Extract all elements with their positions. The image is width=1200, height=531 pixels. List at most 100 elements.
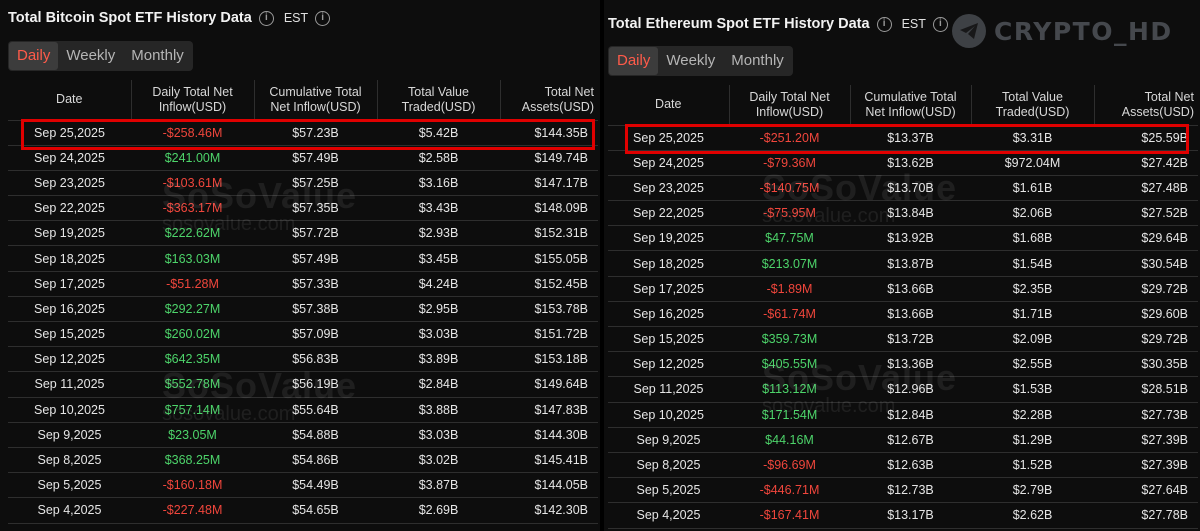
table-row[interactable]: Sep 9,2025 $44.16M $12.67B $1.29B $27.39B [608, 427, 1198, 453]
table-row[interactable]: Sep 25,2025 -$258.46M $57.23B $5.42B $144.35… [8, 120, 598, 146]
table-row[interactable]: Sep 11,2025 $552.78M $56.19B $2.84B $149.64B [8, 371, 598, 398]
daily-inflow-cell: -$446.71M [729, 477, 850, 504]
btc-tab-monthly[interactable]: Monthly [131, 47, 184, 64]
cumulative-inflow-cell: $13.87B [850, 250, 971, 277]
date-cell: Sep 9,2025 [8, 422, 131, 448]
value-traded-cell: $3.43B [377, 195, 500, 222]
date-cell: Sep 18,2025 [8, 245, 131, 272]
value-traded-cell: $3.03B [377, 422, 500, 448]
table-row[interactable]: Sep 19,2025 $47.75M $13.92B $1.68B $29.64B [608, 225, 1198, 252]
net-assets-cell: $29.72B [1094, 276, 1198, 302]
table-row[interactable]: Sep 23,2025 -$103.61M $57.25B $3.16B $147.17… [8, 170, 598, 197]
table-row[interactable]: Sep 22,2025 -$363.17M $57.35B $3.43B $148.09… [8, 195, 598, 222]
value-traded-cell: $1.29B [971, 427, 1094, 453]
btc-header-row: Date Daily Total Net Inflow(USD) Cumulat… [8, 80, 598, 121]
eth-col-date[interactable]: Date [608, 85, 730, 126]
net-assets-cell: $29.64B [1094, 225, 1198, 252]
table-row[interactable]: Sep 4,2025 -$227.48M $54.65B $2.69B $142.30B [8, 497, 598, 524]
table-row[interactable]: Sep 17,2025 -$1.89M $13.66B $2.35B $29.72B [608, 276, 1198, 302]
eth-col-value-traded[interactable]: Total Value Traded(USD) [971, 85, 1095, 126]
btc-col-cumulative-inflow[interactable]: Cumulative Total Net Inflow(USD) [254, 80, 378, 121]
btc-tab-daily[interactable]: Daily [9, 42, 59, 70]
table-row[interactable]: Sep 10,2025 $171.54M $12.84B $2.28B $27.73B [608, 402, 1198, 428]
table-row[interactable]: Sep 19,2025 $222.62M $57.72B $2.93B $152.31B [8, 220, 598, 247]
value-traded-cell: $3.87B [377, 472, 500, 499]
info-icon[interactable]: i [932, 16, 948, 32]
btc-col-daily-inflow[interactable]: Daily Total Net Inflow(USD) [131, 80, 255, 121]
cumulative-inflow-cell: $13.66B [850, 276, 971, 302]
table-row[interactable]: Sep 4,2025 -$167.41M $13.17B $2.62B $27.78B [608, 502, 1198, 529]
value-traded-cell: $3.31B [971, 125, 1094, 151]
eth-etf-panel: Total Ethereum Spot ETF History Data i E… [604, 0, 1200, 531]
btc-etf-panel: Total Bitcoin Spot ETF History Data i ES… [0, 0, 600, 531]
table-row[interactable]: Sep 5,2025 -$446.71M $12.73B $2.79B $27.64B [608, 477, 1198, 504]
info-icon[interactable]: i [258, 10, 274, 26]
table-row[interactable]: Sep 24,2025 $241.00M $57.49B $2.58B $149.74B [8, 145, 598, 171]
net-assets-cell: $152.31B [500, 220, 598, 247]
net-assets-cell: $144.30B [500, 422, 598, 448]
table-row[interactable]: Sep 12,2025 $642.35M $56.83B $3.89B $153.18B [8, 346, 598, 373]
table-row[interactable]: Sep 16,2025 -$61.74M $13.66B $1.71B $29.60B [608, 301, 1198, 328]
eth-tab-weekly[interactable]: Weekly [666, 52, 716, 69]
net-assets-cell: $27.78B [1094, 502, 1198, 529]
eth-tab-monthly[interactable]: Monthly [731, 52, 784, 69]
cumulative-inflow-cell: $13.36B [850, 351, 971, 378]
table-row[interactable]: Sep 9,2025 $23.05M $54.88B $3.03B $144.30B [8, 422, 598, 448]
table-row[interactable]: Sep 12,2025 $405.55M $13.36B $2.55B $30.35B [608, 351, 1198, 378]
cumulative-inflow-cell: $12.63B [850, 452, 971, 479]
date-cell: Sep 10,2025 [608, 402, 729, 428]
cumulative-inflow-cell: $57.33B [254, 271, 377, 297]
eth-col-cumulative-inflow[interactable]: Cumulative Total Net Inflow(USD) [850, 85, 972, 126]
net-assets-cell: $27.64B [1094, 477, 1198, 504]
date-cell: Sep 25,2025 [608, 125, 729, 151]
value-traded-cell: $2.58B [377, 145, 500, 171]
daily-inflow-cell: -$140.75M [729, 175, 850, 202]
daily-inflow-cell: $368.25M [131, 447, 254, 474]
table-row[interactable]: Sep 25,2025 -$251.20M $13.37B $3.31B $25.59B [608, 125, 1198, 151]
table-row[interactable]: Sep 5,2025 -$160.18M $54.49B $3.87B $144.05B [8, 472, 598, 499]
table-row[interactable]: Sep 8,2025 $368.25M $54.86B $3.02B $145.41B [8, 447, 598, 474]
table-row[interactable]: Sep 18,2025 $163.03M $57.49B $3.45B $155.05B [8, 245, 598, 272]
info-icon[interactable]: i [315, 10, 331, 26]
table-row[interactable]: Sep 23,2025 -$140.75M $13.70B $1.61B $27.48B [608, 175, 1198, 202]
value-traded-cell: $3.88B [377, 397, 500, 423]
daily-inflow-cell: -$75.95M [729, 200, 850, 227]
eth-table-body: Sep 25,2025 -$251.20M $13.37B $3.31B $25.59B… [608, 125, 1198, 529]
table-row[interactable]: Sep 18,2025 $213.07M $13.87B $1.54B $30.54B [608, 250, 1198, 277]
net-assets-cell: $29.60B [1094, 301, 1198, 328]
table-row[interactable]: Sep 10,2025 $757.14M $55.64B $3.88B $147.83B [8, 397, 598, 423]
table-row[interactable]: Sep 17,2025 -$51.28M $57.33B $4.24B $152.45B [8, 271, 598, 297]
value-traded-cell: $1.53B [971, 376, 1094, 403]
table-row[interactable]: Sep 24,2025 -$79.36M $13.62B $972.04M $27.42… [608, 150, 1198, 176]
table-row[interactable]: Sep 11,2025 $113.12M $12.96B $1.53B $28.51B [608, 376, 1198, 403]
daily-inflow-cell: $171.54M [729, 402, 850, 428]
eth-panel-title: Total Ethereum Spot ETF History Data [608, 16, 870, 32]
table-row[interactable]: Sep 22,2025 -$75.95M $13.84B $2.06B $27.52B [608, 200, 1198, 227]
btc-tab-weekly[interactable]: Weekly [66, 47, 116, 64]
date-cell: Sep 9,2025 [608, 427, 729, 453]
eth-col-net-assets[interactable]: Total Net Assets(USD) [1094, 85, 1198, 126]
eth-col-daily-inflow[interactable]: Daily Total Net Inflow(USD) [729, 85, 851, 126]
cumulative-inflow-cell: $13.70B [850, 175, 971, 202]
cumulative-inflow-cell: $57.49B [254, 145, 377, 171]
btc-period-tabs: Daily Weekly Monthly [8, 41, 193, 71]
table-row[interactable]: Sep 8,2025 -$96.69M $12.63B $1.52B $27.39B [608, 452, 1198, 479]
eth-tab-daily[interactable]: Daily [609, 47, 659, 75]
btc-col-value-traded[interactable]: Total Value Traded(USD) [377, 80, 501, 121]
value-traded-cell: $3.89B [377, 346, 500, 373]
table-row[interactable]: Sep 15,2025 $260.02M $57.09B $3.03B $151.72B [8, 321, 598, 348]
value-traded-cell: $2.69B [377, 497, 500, 524]
cumulative-inflow-cell: $54.65B [254, 497, 377, 524]
value-traded-cell: $3.45B [377, 245, 500, 272]
net-assets-cell: $147.83B [500, 397, 598, 423]
value-traded-cell: $1.71B [971, 301, 1094, 328]
table-row[interactable]: Sep 16,2025 $292.27M $57.38B $2.95B $153.78B [8, 296, 598, 323]
cumulative-inflow-cell: $54.86B [254, 447, 377, 474]
btc-col-net-assets[interactable]: Total Net Assets(USD) [500, 80, 598, 121]
table-row[interactable]: Sep 15,2025 $359.73M $13.72B $2.09B $29.72B [608, 326, 1198, 353]
cumulative-inflow-cell: $13.62B [850, 150, 971, 176]
info-icon[interactable]: i [876, 16, 892, 32]
net-assets-cell: $27.48B [1094, 175, 1198, 202]
daily-inflow-cell: $44.16M [729, 427, 850, 453]
btc-col-date[interactable]: Date [8, 80, 132, 121]
